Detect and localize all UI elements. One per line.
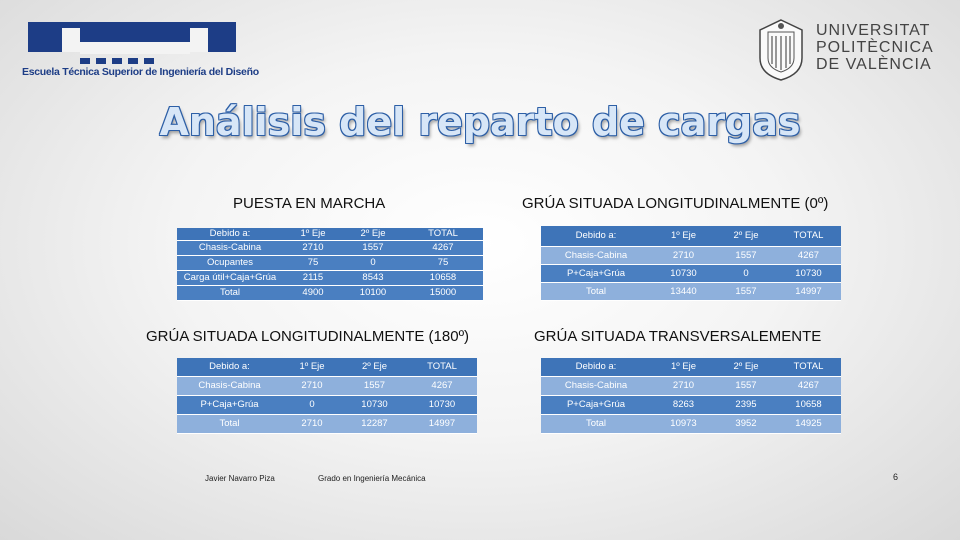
table-row: Debido a: 1º Eje 2º Eje TOTAL xyxy=(541,358,841,377)
table-row: Total 10973 3952 14925 xyxy=(541,414,841,434)
upv-logo: UNIVERSITAT POLITÈCNICA DE VALÈNCIA xyxy=(756,18,936,82)
table-row: Chasis-Cabina 2710 1557 4267 xyxy=(177,376,477,396)
table-row: Ocupantes 75 0 75 xyxy=(177,255,483,271)
table-row: P+Caja+Grúa 0 10730 10730 xyxy=(177,395,477,415)
table-row: Chasis-Cabina 2710 1557 4267 xyxy=(541,246,841,265)
table-row: Total 2710 12287 14997 xyxy=(177,414,477,434)
school-name: Escuela Técnica Superior de Ingeniería d… xyxy=(22,66,259,78)
table-row: P+Caja+Grúa 10730 0 10730 xyxy=(541,264,841,283)
logo-squares xyxy=(80,58,154,64)
university-name: UNIVERSITAT POLITÈCNICA DE VALÈNCIA xyxy=(816,22,934,73)
university-seal-icon xyxy=(759,19,803,81)
table-row: Debido a: 1º Eje 2º Eje TOTAL xyxy=(177,228,483,241)
footer-author: Javier Navarro Piza xyxy=(205,474,275,483)
section-title-puesta: PUESTA EN MARCHA xyxy=(233,195,386,212)
table-row: Chasis-Cabina 2710 1557 4267 xyxy=(541,376,841,396)
table-row: Debido a: 1º Eje 2º Eje TOTAL xyxy=(541,226,841,247)
section-title-long0: GRÚA SITUADA LONGITUDINALMENTE (0º) xyxy=(522,195,829,212)
etsid-logo: Escuela Técnica Superior de Ingeniería d… xyxy=(22,18,259,80)
table-long0: Debido a: 1º Eje 2º Eje TOTAL Chasis-Cab… xyxy=(541,226,841,301)
table-row: Carga útil+Caja+Grúa 2115 8543 10658 xyxy=(177,270,483,286)
footer-degree: Grado en Ingeniería Mecánica xyxy=(318,474,426,483)
table-long180: Debido a: 1º Eje 2º Eje TOTAL Chasis-Cab… xyxy=(177,358,477,434)
section-title-trans: GRÚA SITUADA TRANSVERSALEMENTE xyxy=(534,328,822,345)
slide-title: Análisis del reparto de cargas xyxy=(159,100,801,144)
table-row: Chasis-Cabina 2710 1557 4267 xyxy=(177,240,483,256)
table-row: Total 13440 1557 14997 xyxy=(541,282,841,301)
table-puesta: Debido a: 1º Eje 2º Eje TOTAL Chasis-Cab… xyxy=(177,228,483,301)
table-row: P+Caja+Grúa 8263 2395 10658 xyxy=(541,395,841,415)
table-row: Debido a: 1º Eje 2º Eje TOTAL xyxy=(177,358,477,377)
page-number: 6 xyxy=(893,472,899,482)
section-title-long180: GRÚA SITUADA LONGITUDINALMENTE (180º) xyxy=(146,328,470,345)
table-trans: Debido a: 1º Eje 2º Eje TOTAL Chasis-Cab… xyxy=(541,358,841,434)
table-row: Total 4900 10100 15000 xyxy=(177,285,483,301)
